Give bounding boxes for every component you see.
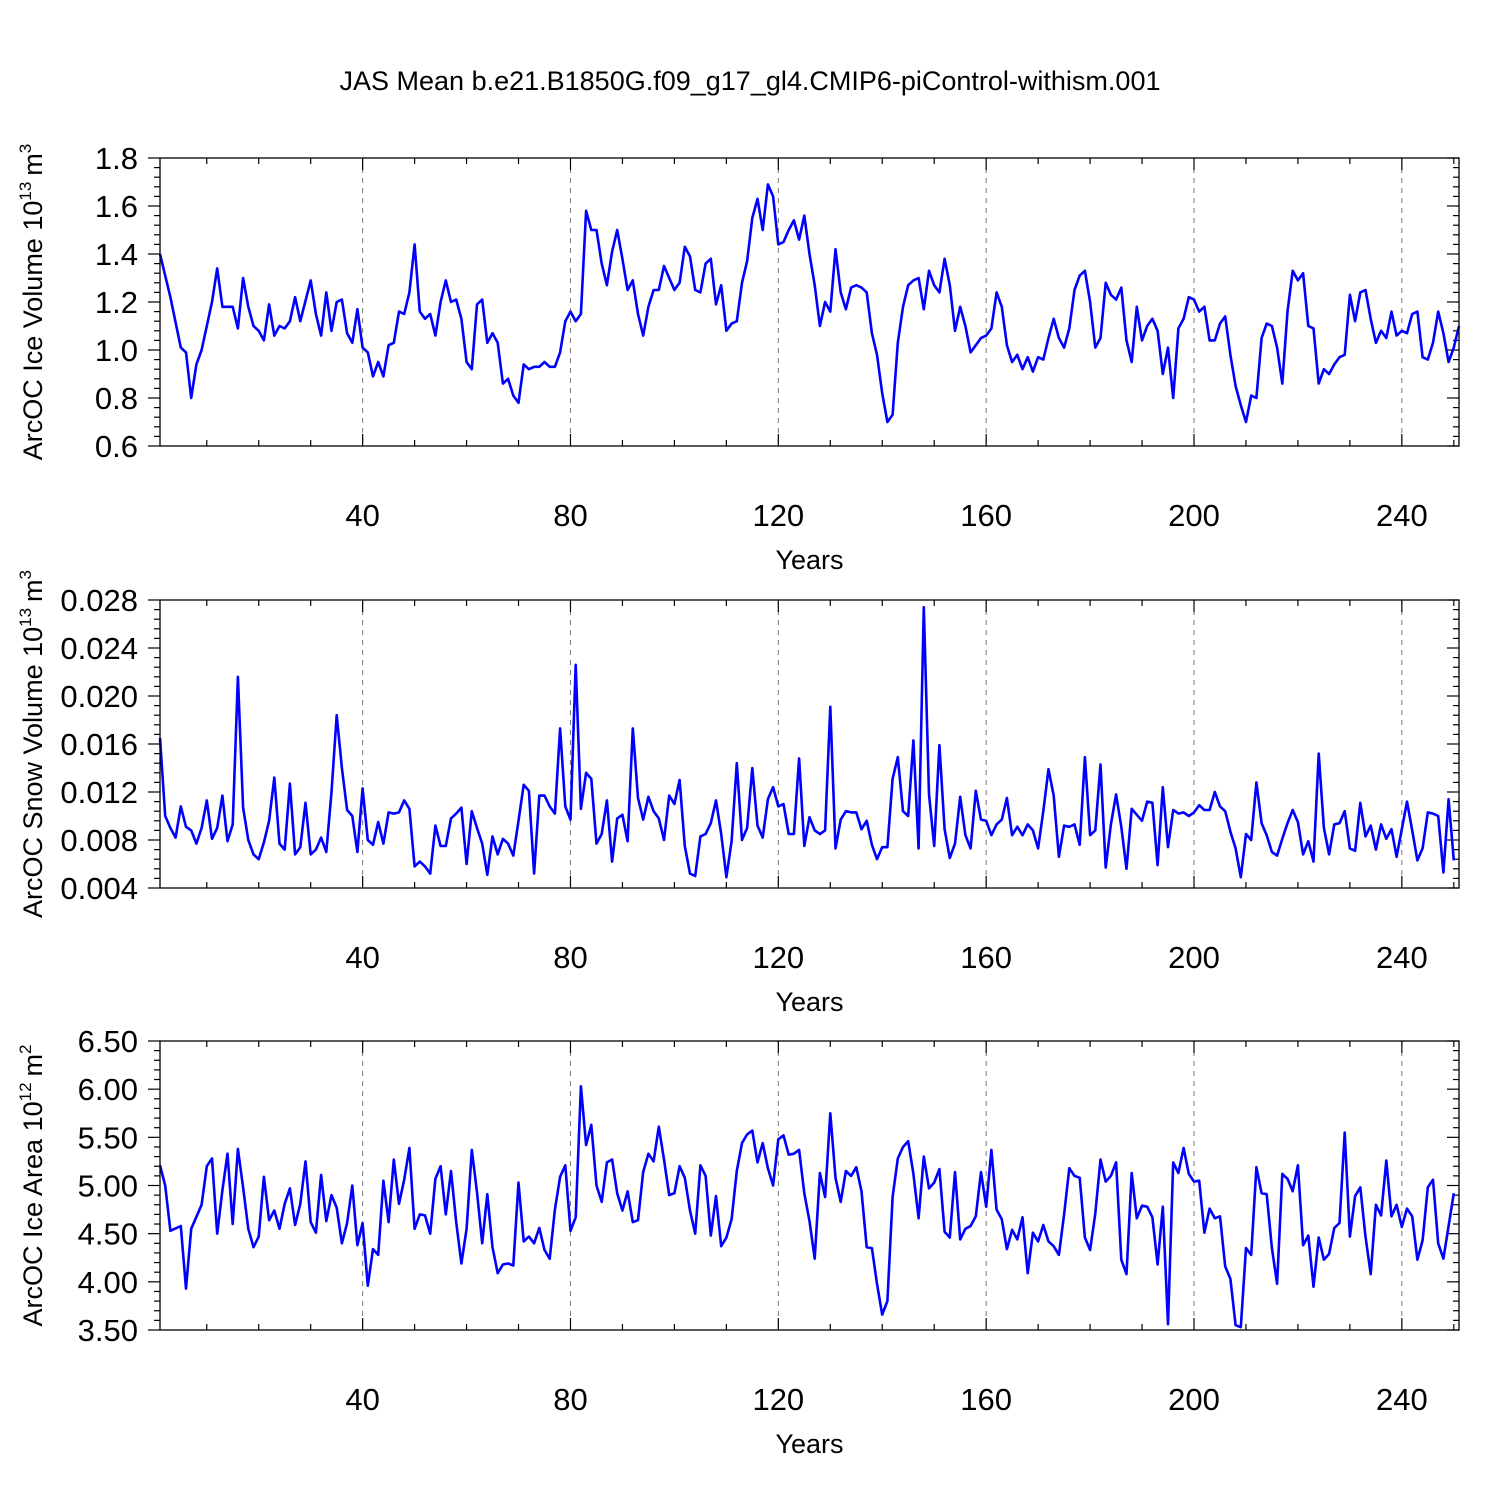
y-tick-label: 6.00 — [78, 1072, 138, 1107]
y-tick-label: 0.020 — [60, 679, 138, 714]
y-tick-label: 1.4 — [95, 237, 138, 272]
x-tick-label: 120 — [752, 940, 804, 975]
y-axis-label-text: ArcOC Ice Area 10 — [18, 1101, 48, 1326]
y-tick-label: 6.50 — [78, 1024, 138, 1059]
x-axis-label: Years — [775, 987, 843, 1017]
x-tick-label: 200 — [1168, 940, 1220, 975]
panel-1: 0.6 0.8 1.0 1.2 1.4 1.6 1.8 40 80 120 160 200 240 Yea… — [16, 141, 1461, 575]
x-axis-label: Years — [775, 1429, 843, 1459]
panel-3: 3.50 4.00 4.50 5.00 5.50 6.00 6.50 40 80 120 160 20… — [16, 1024, 1460, 1459]
series-line — [158, 605, 1456, 879]
y-tick-label: 0.6 — [95, 429, 138, 464]
series-line — [158, 1085, 1456, 1329]
y-axis-label: ArcOC Snow Volume 1013 m3 — [16, 570, 48, 918]
y-axis-label-unit: m — [18, 1054, 48, 1077]
y-axis-label: ArcOC Ice Volume 1013 m3 — [16, 144, 48, 461]
y-tick-label: 0.016 — [60, 727, 138, 762]
x-tick-label: 160 — [960, 940, 1012, 975]
y-tick-label: 4.50 — [78, 1217, 138, 1252]
y-tick-label: 1.8 — [95, 141, 138, 176]
y-tick-label: 3.50 — [78, 1313, 138, 1348]
panel-2: 0.004 0.008 0.012 0.016 0.020 0.024 0.028 40 80 1… — [16, 570, 1460, 1017]
x-tick-label: 160 — [960, 498, 1012, 533]
y-tick-label: 0.004 — [60, 871, 138, 906]
y-tick-label: 1.6 — [95, 189, 138, 224]
plot-frame — [159, 157, 1460, 447]
x-tick-label: 80 — [553, 1382, 587, 1417]
y-axis-label-text: ArcOC Snow Volume 10 — [18, 627, 48, 918]
y-axis-label: ArcOC Ice Area 1012 m2 — [16, 1045, 48, 1327]
x-tick-label: 120 — [752, 1382, 804, 1417]
x-tick-label: 200 — [1168, 1382, 1220, 1417]
y-tick-label: 0.8 — [95, 381, 138, 416]
series-line — [158, 183, 1461, 424]
y-tick-label: 5.00 — [78, 1169, 138, 1204]
x-tick-label: 160 — [960, 1382, 1012, 1417]
x-tick-label: 240 — [1376, 498, 1428, 533]
x-tick-label: 80 — [553, 940, 587, 975]
chart-title: JAS Mean b.e21.B1850G.f09_g17_gl4.CMIP6-… — [340, 66, 1161, 96]
y-axis-label-unit: m — [18, 153, 48, 176]
x-axis-label: Years — [775, 545, 843, 575]
y-axis-label-unit-exp: 3 — [16, 570, 35, 579]
x-tick-label: 120 — [752, 498, 804, 533]
y-axis-label-unit-exp: 2 — [16, 1045, 35, 1054]
y-axis-label-exp: 12 — [16, 1082, 35, 1101]
y-tick-label: 4.00 — [78, 1265, 138, 1300]
x-tick-label: 200 — [1168, 498, 1220, 533]
plot-frame — [159, 599, 1460, 889]
y-tick-label: 5.50 — [78, 1120, 138, 1155]
y-axis-label-exp: 13 — [16, 608, 35, 627]
y-axis-label-text: ArcOC Ice Volume 10 — [18, 201, 48, 461]
x-tick-label: 40 — [345, 1382, 379, 1417]
plot-frame — [159, 1040, 1460, 1331]
x-tick-label: 240 — [1376, 1382, 1428, 1417]
y-tick-label: 1.2 — [95, 285, 138, 320]
y-axis-label-unit: m — [18, 579, 48, 602]
y-tick-label: 0.012 — [60, 775, 138, 810]
y-tick-label: 1.0 — [95, 333, 138, 368]
x-tick-label: 40 — [345, 940, 379, 975]
x-tick-label: 80 — [553, 498, 587, 533]
y-axis-label-exp: 13 — [16, 182, 35, 201]
y-tick-label: 0.024 — [60, 631, 138, 666]
y-axis-label-unit-exp: 3 — [16, 144, 35, 153]
x-tick-label: 40 — [345, 498, 379, 533]
x-tick-label: 240 — [1376, 940, 1428, 975]
y-tick-label: 0.008 — [60, 823, 138, 858]
y-tick-label: 0.028 — [60, 583, 138, 618]
